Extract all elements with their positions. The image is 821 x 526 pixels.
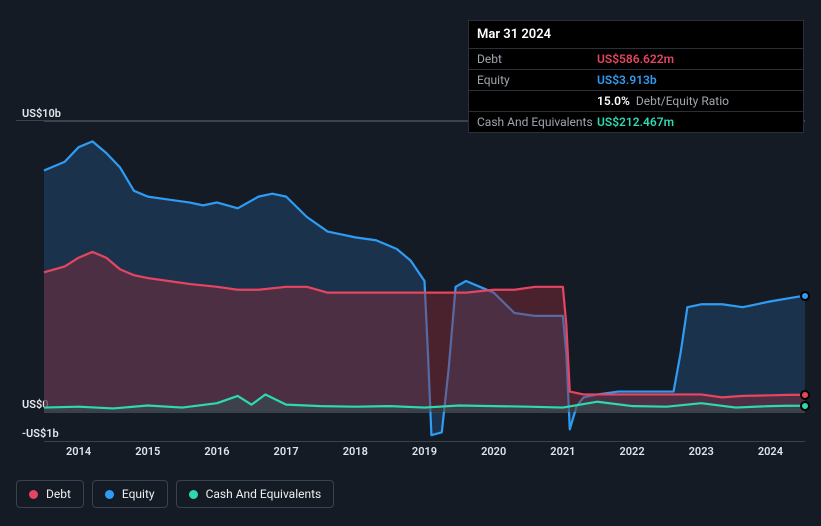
tooltip-suffix: Debt/Equity Ratio — [636, 94, 729, 108]
tooltip-row: EquityUS$3.913b — [469, 69, 803, 90]
tooltip-row: 15.0% Debt/Equity Ratio — [469, 90, 803, 111]
marker-dot — [800, 401, 810, 411]
x-axis-tick: 2023 — [689, 445, 714, 458]
legend-label: Cash And Equivalents — [206, 487, 322, 501]
tooltip-label: Cash And Equivalents — [477, 115, 597, 129]
plot-area[interactable] — [44, 121, 805, 441]
legend-item-equity[interactable]: Equity — [92, 480, 168, 508]
legend-dot-icon — [189, 490, 198, 499]
x-axis-tick: 2024 — [758, 445, 783, 458]
legend-item-cash-and-equivalents[interactable]: Cash And Equivalents — [176, 480, 335, 508]
x-axis-tick: 2019 — [412, 445, 437, 458]
marker-dot — [800, 291, 810, 301]
x-axis-tick: 2017 — [274, 445, 299, 458]
chart-area: US$10bUS$0-US$1b — [16, 120, 805, 440]
tooltip-date: Mar 31 2024 — [469, 21, 803, 48]
x-axis-tick: 2016 — [204, 445, 229, 458]
tooltip-label — [477, 94, 597, 108]
tooltip-box: Mar 31 2024 DebtUS$586.622mEquityUS$3.91… — [468, 20, 804, 133]
legend-label: Equity — [122, 487, 155, 501]
legend-dot-icon — [29, 490, 38, 499]
legend: Debt Equity Cash And Equivalents — [16, 480, 334, 508]
tooltip-label: Debt — [477, 52, 597, 66]
x-axis-tick: 2014 — [66, 445, 91, 458]
chart-container: Mar 31 2024 DebtUS$586.622mEquityUS$3.91… — [0, 0, 821, 526]
x-axis: 2014 2015 2016 2017 2018 2019 2020 2021 2022 2023… — [44, 445, 805, 463]
legend-label: Debt — [46, 487, 71, 501]
x-axis-tick: 2022 — [619, 445, 644, 458]
x-axis-tick: 2018 — [343, 445, 368, 458]
tooltip-row: Cash And EquivalentsUS$212.467m — [469, 111, 803, 132]
gridline — [44, 441, 805, 442]
x-axis-tick: 2015 — [135, 445, 160, 458]
legend-item-debt[interactable]: Debt — [16, 480, 84, 508]
series-svg — [44, 121, 805, 441]
marker-dot — [800, 390, 810, 400]
tooltip-row: DebtUS$586.622m — [469, 48, 803, 69]
tooltip-value: US$212.467m — [597, 115, 674, 129]
tooltip-value: US$3.913b — [597, 73, 657, 87]
x-axis-tick: 2021 — [550, 445, 575, 458]
tooltip-label: Equity — [477, 73, 597, 87]
tooltip-value: US$586.622m — [597, 52, 674, 66]
tooltip-value: 15.0% — [597, 94, 630, 108]
legend-dot-icon — [105, 490, 114, 499]
x-axis-tick: 2020 — [481, 445, 506, 458]
